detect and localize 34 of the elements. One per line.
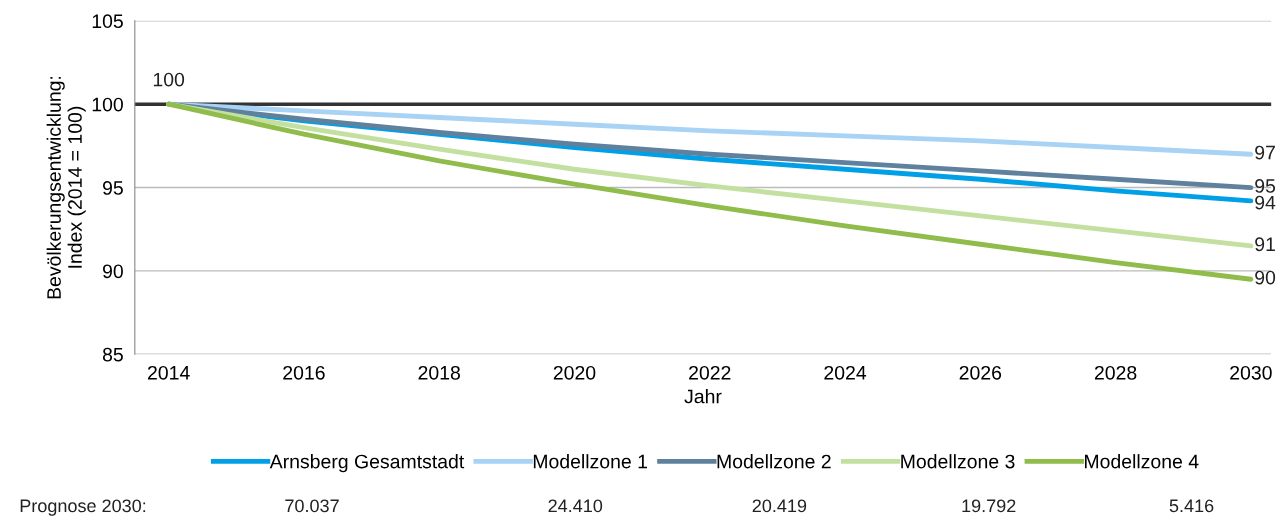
text: 19.792 <box>962 499 1016 513</box>
y-tick-label: 85 <box>102 347 123 362</box>
x-tick-label: 2020 <box>553 365 596 380</box>
text: 5.416 <box>1169 499 1214 513</box>
legend-label: Arnsberg Gesamtstadt <box>269 454 465 473</box>
y-tick-label: 105 <box>92 14 123 29</box>
legend-label: Modellzone 3 <box>901 454 1015 469</box>
x-tick-label: 2028 <box>1094 365 1137 380</box>
data-label: 97 <box>1255 145 1275 160</box>
legend-label: Modellzone 4 <box>1085 454 1199 469</box>
data-label: 91 <box>1255 237 1275 252</box>
y-axis-title: Bevölkerungsentwicklung: Index (2014 = 100) <box>46 76 86 299</box>
x-tick-label: 2024 <box>824 365 867 380</box>
x-tick-label: 2030 <box>1230 365 1272 380</box>
x-axis-title: Jahr <box>684 389 722 404</box>
data-label: 100 <box>153 72 185 87</box>
legend-label: Modellzone 1 <box>533 454 647 469</box>
x-tick-label: 2018 <box>418 365 460 380</box>
y-tick-label: 90 <box>102 264 123 279</box>
y-tick-label: 100 <box>92 97 123 112</box>
text: 24.410 <box>548 499 603 513</box>
data-label: 94 <box>1255 195 1276 210</box>
data-label: 95 <box>1255 179 1276 193</box>
y-tick-label: 95 <box>102 181 123 195</box>
data-label: 90 <box>1255 270 1276 285</box>
line-series <box>166 101 1254 282</box>
x-tick-label: 2016 <box>283 365 325 380</box>
x-tick-label: 2026 <box>959 365 1002 380</box>
text: Prognose 2030: <box>20 499 146 516</box>
text: 70.037 <box>285 499 339 513</box>
text: 20.419 <box>752 499 807 513</box>
x-tick-label: 2014 <box>147 365 190 380</box>
legend-label: Modellzone 2 <box>717 454 831 469</box>
x-tick-label: 2022 <box>689 365 731 380</box>
